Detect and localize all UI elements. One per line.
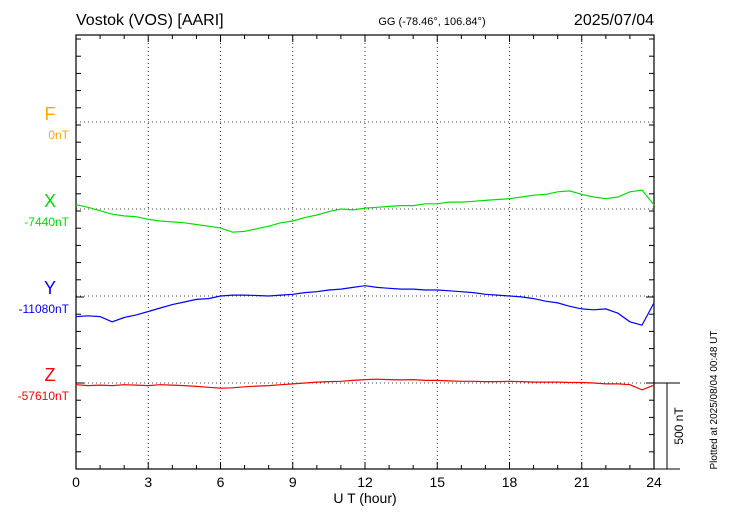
x-axis-label: U T (hour) bbox=[333, 490, 396, 506]
series-baseline-y: -11080nT bbox=[19, 302, 70, 316]
series-label-f: F bbox=[45, 104, 56, 124]
x-tick-label: 6 bbox=[217, 474, 225, 490]
x-tick-label: 24 bbox=[646, 474, 662, 490]
coordinates-label: GG (-78.46°, 106.84°) bbox=[378, 16, 485, 28]
station-title: Vostok (VOS) [AARI] bbox=[76, 12, 224, 29]
series-label-y: Y bbox=[44, 278, 56, 298]
series-label-x: X bbox=[44, 191, 56, 211]
x-tick-label: 3 bbox=[144, 474, 152, 490]
trace-x bbox=[75, 189, 655, 233]
x-tick-label: 15 bbox=[429, 474, 445, 490]
scale-bar-label: 500 nT bbox=[672, 407, 686, 445]
plotted-timestamp: Plotted at 2025/08/04 00:48 UT bbox=[709, 331, 720, 470]
trace-y bbox=[75, 285, 655, 326]
trace-z bbox=[75, 378, 655, 391]
series-baseline-x: -7440nT bbox=[24, 215, 69, 229]
x-tick-label: 21 bbox=[574, 474, 590, 490]
series-baseline-z: -57610nT bbox=[18, 389, 70, 403]
x-tick-label: 9 bbox=[289, 474, 297, 490]
date-label: 2025/07/04 bbox=[574, 12, 654, 29]
x-tick-label: 0 bbox=[72, 474, 80, 490]
x-tick-label: 18 bbox=[502, 474, 518, 490]
series-label-z: Z bbox=[45, 365, 56, 385]
x-tick-label: 12 bbox=[357, 474, 373, 490]
series-baseline-f: 0nT bbox=[48, 128, 69, 142]
